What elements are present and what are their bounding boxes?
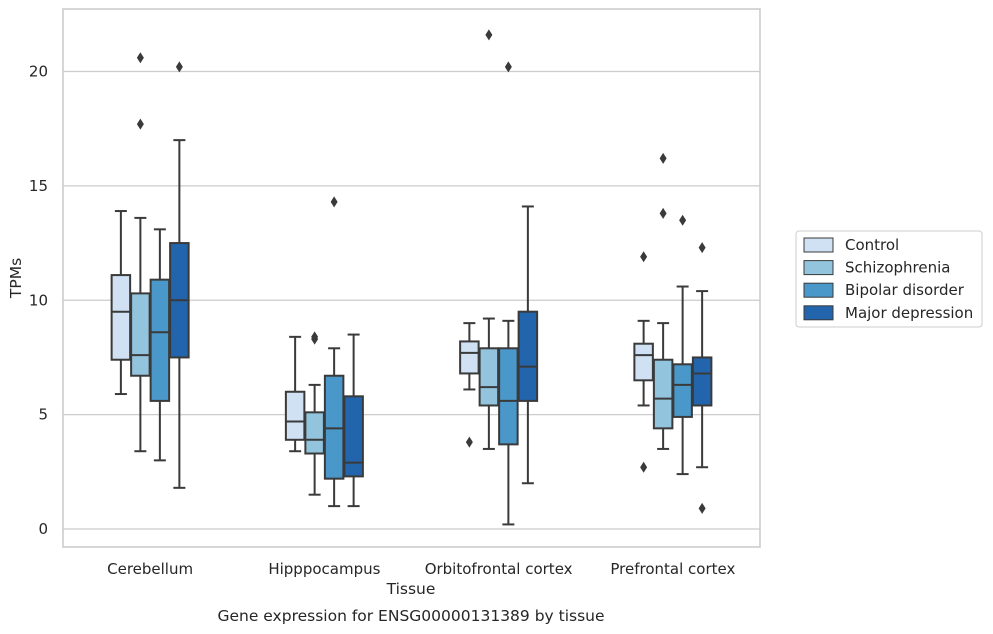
legend-label: Schizophrenia (845, 259, 950, 277)
y-tick-label-0: 0 (38, 520, 48, 538)
outlier-point (485, 29, 493, 41)
box-0-3 (169, 61, 190, 489)
box-iqr (691, 356, 713, 407)
y-tick-labels: 0 5 10 15 20 (29, 63, 48, 539)
x-tick-label: Cerebellum (107, 560, 193, 578)
box-iqr (110, 274, 132, 361)
x-tick-labels: Cerebellum Hipppocampus Orbitofrontal cort… (107, 560, 735, 578)
legend-label: Control (845, 236, 899, 254)
y-tick-label-10: 10 (29, 291, 48, 309)
legend-swatch (803, 305, 834, 321)
outlier-point (659, 207, 667, 219)
y-tick-label-5: 5 (38, 406, 48, 424)
box-3-3 (691, 242, 713, 514)
outlier-point (465, 436, 473, 448)
box-iqr (459, 340, 480, 375)
outlier-point (640, 251, 648, 263)
box-iqr (323, 374, 345, 480)
outlier-point (175, 61, 183, 73)
box-iqr (517, 310, 539, 402)
legend-swatch (803, 260, 834, 276)
outlier-point (311, 331, 319, 343)
legend-label: Major depression (845, 304, 973, 322)
plot-frame (62, 8, 761, 548)
box-1-0 (284, 335, 306, 453)
box-iqr (652, 358, 674, 430)
legend-frame (795, 230, 983, 328)
outlier-point (136, 118, 144, 130)
plot-background (63, 9, 760, 547)
box-3-1 (652, 152, 674, 450)
box-iqr (672, 363, 693, 418)
box-iqr (304, 411, 325, 455)
box-iqr (130, 292, 151, 377)
x-tick-label: Prefrontal cortex (610, 560, 735, 578)
x-tick-label: Hipppocampus (268, 560, 380, 578)
x-axis-label: Tissue (386, 580, 436, 598)
legend-label: Bipolar disorder (845, 281, 965, 299)
legend-swatch (803, 237, 834, 253)
y-axis-label: TPMs (7, 258, 25, 299)
chart-caption: Gene expression for ENSG00000131389 by t… (217, 607, 604, 625)
box-iqr (149, 278, 171, 402)
outlier-point (679, 214, 687, 226)
box-2-3 (517, 205, 539, 485)
box-0-1 (130, 52, 151, 453)
outlier-point (698, 242, 706, 254)
y-tick-label-20: 20 (29, 63, 48, 81)
outlier-point (330, 196, 338, 208)
box-1-2 (323, 196, 345, 508)
boxes (110, 29, 713, 526)
box-iqr (498, 347, 519, 446)
box-iqr (478, 347, 500, 407)
box-3-2 (672, 214, 693, 476)
outlier-point (504, 61, 512, 73)
outlier-point (659, 152, 667, 164)
legend: Control Schizophrenia Bipolar disorder Majo… (795, 230, 983, 328)
box-3-0 (633, 251, 654, 473)
box-iqr (633, 342, 654, 382)
box-1-3 (343, 333, 364, 508)
box-iqr (284, 390, 306, 441)
outlier-point (698, 502, 706, 514)
outlier-point (136, 52, 144, 64)
outlier-point (640, 461, 648, 473)
legend-swatch (803, 282, 834, 298)
box-iqr (343, 395, 364, 478)
y-tick-label-15: 15 (29, 177, 48, 195)
x-tick-label: Orbitofrontal cortex (425, 560, 573, 578)
box-2-0 (459, 322, 480, 448)
